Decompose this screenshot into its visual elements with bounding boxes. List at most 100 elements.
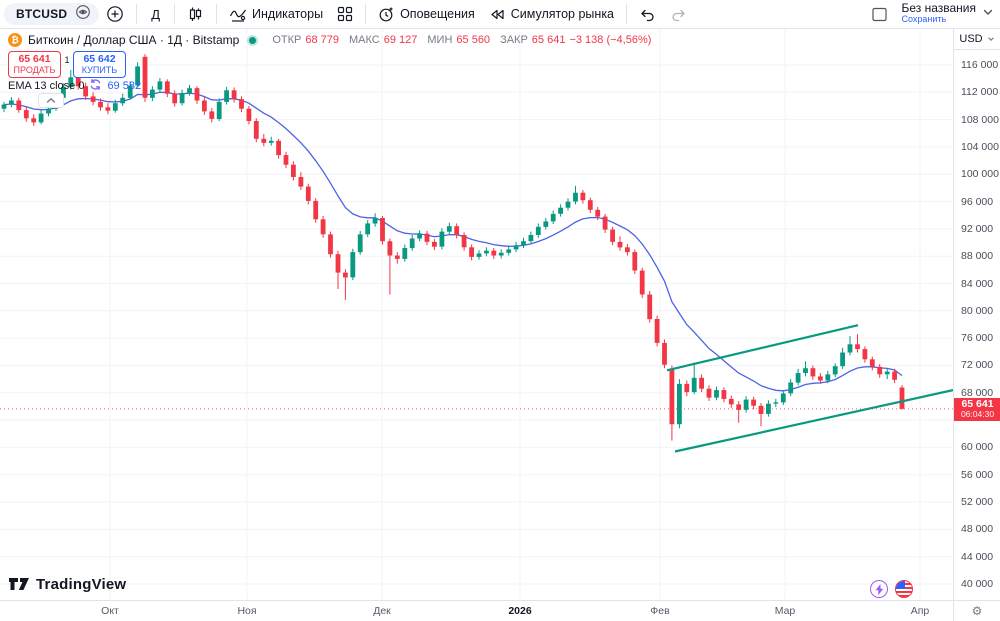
legend: ₿ Биткоин / Доллар США · 1Д · Bitstamp О…	[8, 33, 651, 47]
top-toolbar: BTCUSD Д	[0, 0, 1000, 29]
alerts-button[interactable]: Оповещения	[371, 2, 482, 26]
compare-add-button[interactable]	[99, 2, 131, 26]
ohlc-values: ОТКР 68 779 МАКС 69 127 МИН 65 560 ЗАКР …	[266, 34, 651, 46]
sell-label: ПРОДАТЬ	[13, 65, 56, 75]
price-tick: 116 000	[961, 59, 999, 71]
time-tick: Фев	[650, 605, 670, 617]
price-tick: 88 000	[961, 250, 994, 262]
last-price-label: 65 641 06:04:30	[954, 398, 1000, 421]
price-axis[interactable]: USD 116 000 112 000 108 000 104 000 100 000 9…	[953, 29, 1000, 600]
chart-type-button[interactable]	[180, 2, 211, 26]
low-label: МИН	[427, 34, 453, 46]
price-tick: 52 000	[961, 496, 994, 508]
time-tick: Окт	[101, 605, 119, 617]
buy-price: 65 642	[83, 53, 116, 65]
interval-button[interactable]: Д	[142, 2, 169, 26]
price-tick: 92 000	[961, 223, 994, 235]
market-simulator-button[interactable]: Симулятор рынка	[482, 2, 621, 26]
price-tick: 80 000	[961, 305, 994, 317]
chevron-down-icon	[987, 37, 994, 41]
toolbar-separator	[136, 4, 138, 24]
price-tick: 44 000	[961, 551, 994, 563]
tradingview-logo-text: TradingView	[36, 575, 127, 593]
layout-title: Без названия	[901, 1, 976, 15]
alert-clock-icon	[378, 6, 395, 23]
toolbar-separator	[365, 4, 367, 24]
market-flag-icon[interactable]	[895, 580, 913, 598]
alerts-label: Оповещения	[400, 7, 475, 21]
high-label: МАКС	[349, 34, 380, 46]
layout-name-button[interactable]: Без названия Сохранить	[901, 1, 976, 25]
buy-button[interactable]: 65 642 КУПИТЬ	[73, 51, 126, 78]
time-tick: Дек	[373, 605, 391, 617]
open-value: 68 779	[305, 34, 339, 46]
time-tick: Мар	[774, 605, 796, 617]
time-tick: 2026	[508, 605, 532, 617]
simulator-label: Симулятор рынка	[510, 7, 615, 21]
price-tick: 76 000	[961, 332, 994, 344]
legend-symbol-title[interactable]: Биткоин / Доллар США · 1Д · Bitstamp	[28, 33, 240, 47]
ema-sync-icon	[89, 78, 102, 94]
low-value: 65 560	[456, 34, 491, 46]
time-tick: Апр	[910, 605, 930, 617]
price-tick: 72 000	[961, 359, 994, 371]
trade-buttons: 65 641 ПРОДАТЬ 1 65 642 КУПИТЬ	[8, 51, 126, 78]
price-tick: 84 000	[961, 278, 994, 290]
currency-selector[interactable]: USD	[954, 29, 1000, 50]
market-status-dot[interactable]	[249, 36, 257, 44]
gear-icon: ⚙	[971, 604, 983, 618]
chevron-down-icon[interactable]	[982, 5, 994, 23]
main-area: ₿ Биткоин / Доллар США · 1Д · Bitstamp О…	[0, 29, 1000, 600]
toolbar-separator	[174, 4, 176, 24]
sell-button[interactable]: 65 641 ПРОДАТЬ	[8, 51, 61, 78]
open-label: ОТКР	[272, 34, 302, 46]
toolbar-separator	[626, 4, 628, 24]
tradingview-mark-icon	[9, 578, 29, 590]
change-value: −3 138 (−4,56%)	[569, 34, 652, 46]
price-chart[interactable]	[0, 29, 953, 600]
symbol-label: BTCUSD	[16, 7, 68, 21]
price-tick: 100 000	[961, 168, 999, 180]
redo-button[interactable]	[663, 2, 694, 26]
high-value: 69 127	[383, 34, 418, 46]
ema-indicator-row[interactable]: EMA 13 close 0 69 582	[8, 78, 141, 94]
axis-settings-corner[interactable]: ⚙	[953, 600, 1000, 621]
spread-value: 1	[64, 55, 70, 65]
indicators-button[interactable]: Индикаторы	[222, 2, 330, 26]
toolbar-separator	[216, 4, 218, 24]
time-axis[interactable]: Окт Ноя Дек 2026 Фев Мар Апр	[0, 600, 953, 621]
currency-label: USD	[959, 33, 983, 45]
undo-button[interactable]	[632, 2, 663, 26]
toolbar-left-group: BTCUSD Д	[0, 0, 694, 28]
symbol-search-button[interactable]: BTCUSD	[4, 3, 100, 25]
price-tick: 96 000	[961, 196, 994, 208]
toolbar-right-group: Без названия Сохранить	[864, 2, 1000, 26]
buy-label: КУПИТЬ	[81, 65, 118, 75]
price-tick: 60 000	[961, 441, 994, 453]
time-tick: Ноя	[237, 605, 257, 617]
flag-canton	[896, 581, 905, 589]
bar-countdown: 06:04:30	[960, 409, 995, 419]
ema-value: 69 582	[107, 80, 142, 92]
price-tick: 68 000	[961, 387, 994, 399]
legend-collapse-button[interactable]	[38, 93, 64, 108]
price-tick: 56 000	[961, 469, 994, 481]
instant-trading-icon[interactable]	[870, 580, 888, 598]
layout-grid-button[interactable]	[330, 2, 360, 26]
ema-label: EMA 13 close 0	[8, 80, 85, 92]
replay-rewind-icon	[489, 6, 506, 23]
layout-select-button[interactable]	[864, 2, 895, 26]
close-value: 65 641	[531, 34, 566, 46]
price-tick: 48 000	[961, 523, 994, 535]
indicators-label: Индикаторы	[252, 7, 324, 21]
indicators-icon	[229, 5, 247, 23]
tradingview-logo[interactable]: TradingView	[8, 575, 126, 593]
save-link[interactable]: Сохранить	[901, 14, 947, 24]
price-tick: 112 000	[961, 86, 999, 98]
sell-price: 65 641	[18, 53, 51, 65]
bitcoin-icon: ₿	[8, 33, 22, 47]
chart-corner-icons	[870, 580, 913, 598]
chart-pane[interactable]: ₿ Биткоин / Доллар США · 1Д · Bitstamp О…	[0, 29, 953, 600]
price-tick: 108 000	[961, 114, 999, 126]
price-tick: 40 000	[961, 578, 994, 590]
